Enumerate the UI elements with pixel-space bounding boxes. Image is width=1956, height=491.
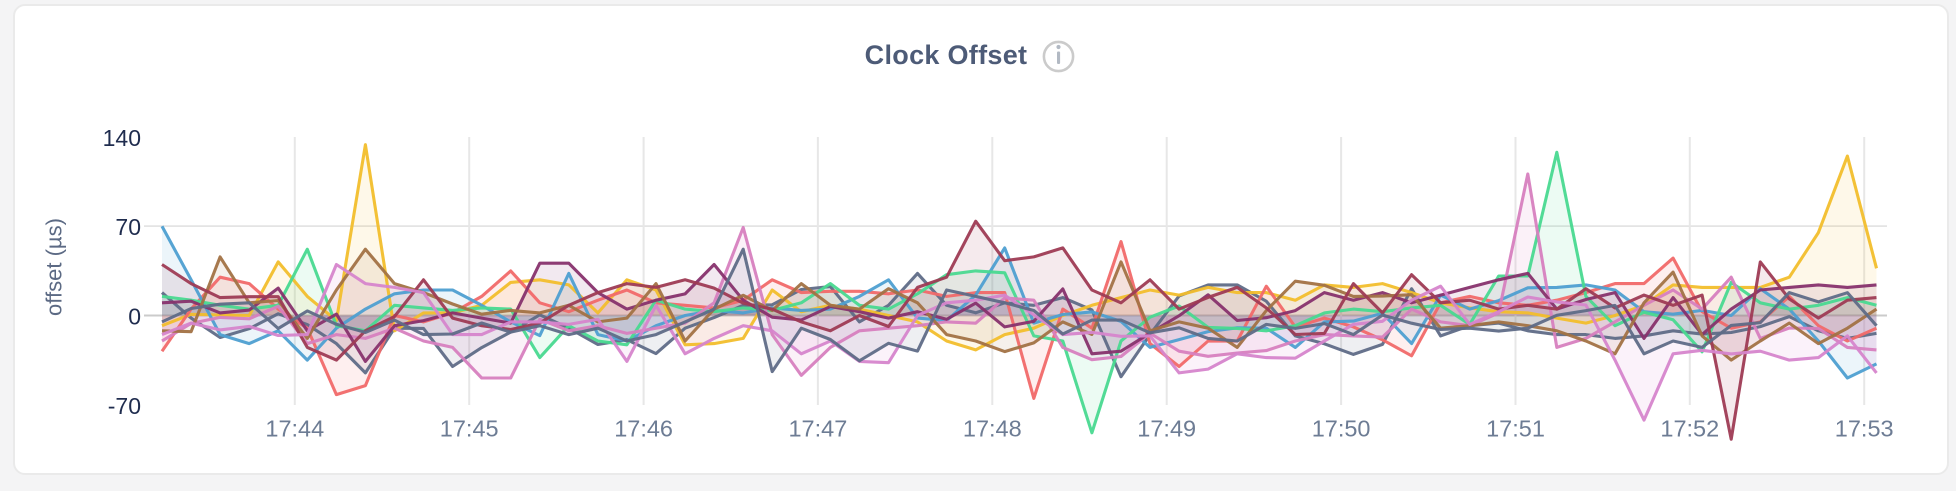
svg-text:70: 70 — [115, 214, 141, 240]
svg-text:offset (µs): offset (µs) — [42, 218, 67, 316]
svg-text:17:48: 17:48 — [963, 416, 1022, 442]
svg-text:140: 140 — [103, 125, 141, 151]
svg-text:17:45: 17:45 — [440, 416, 499, 442]
svg-text:17:44: 17:44 — [265, 416, 324, 442]
svg-text:17:52: 17:52 — [1660, 416, 1719, 442]
svg-text:17:51: 17:51 — [1486, 416, 1545, 442]
svg-text:Clock Offset: Clock Offset — [865, 40, 1028, 70]
svg-text:17:47: 17:47 — [788, 416, 847, 442]
svg-text:17:49: 17:49 — [1137, 416, 1196, 442]
svg-text:0: 0 — [128, 304, 141, 330]
svg-text:17:50: 17:50 — [1312, 416, 1371, 442]
svg-text:17:53: 17:53 — [1835, 416, 1894, 442]
svg-text:17:46: 17:46 — [614, 416, 673, 442]
svg-text:-70: -70 — [108, 393, 141, 419]
